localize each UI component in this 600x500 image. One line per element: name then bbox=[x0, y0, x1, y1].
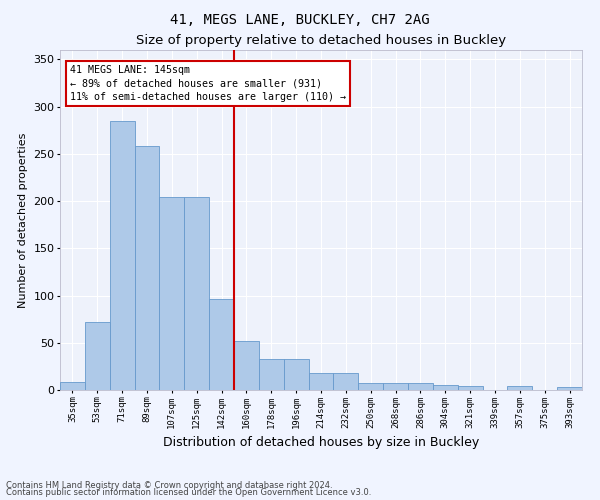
Bar bbox=[110, 121, 134, 390]
Bar bbox=[458, 386, 482, 390]
Bar bbox=[160, 198, 184, 390]
Bar bbox=[508, 386, 532, 390]
Bar bbox=[60, 382, 85, 390]
Bar bbox=[259, 359, 284, 390]
Bar bbox=[209, 300, 234, 390]
Text: Contains public sector information licensed under the Open Government Licence v3: Contains public sector information licen… bbox=[6, 488, 371, 497]
Bar bbox=[134, 146, 160, 390]
Bar bbox=[284, 359, 308, 390]
Bar bbox=[334, 373, 358, 390]
Text: 41 MEGS LANE: 145sqm
← 89% of detached houses are smaller (931)
11% of semi-deta: 41 MEGS LANE: 145sqm ← 89% of detached h… bbox=[70, 66, 346, 102]
Text: Contains HM Land Registry data © Crown copyright and database right 2024.: Contains HM Land Registry data © Crown c… bbox=[6, 480, 332, 490]
Bar bbox=[184, 198, 209, 390]
Bar bbox=[433, 386, 458, 390]
Title: Size of property relative to detached houses in Buckley: Size of property relative to detached ho… bbox=[136, 34, 506, 48]
Y-axis label: Number of detached properties: Number of detached properties bbox=[18, 132, 28, 308]
Bar bbox=[408, 384, 433, 390]
Bar bbox=[308, 373, 334, 390]
Bar bbox=[234, 341, 259, 390]
Text: 41, MEGS LANE, BUCKLEY, CH7 2AG: 41, MEGS LANE, BUCKLEY, CH7 2AG bbox=[170, 12, 430, 26]
Bar bbox=[85, 322, 110, 390]
Bar bbox=[383, 384, 408, 390]
X-axis label: Distribution of detached houses by size in Buckley: Distribution of detached houses by size … bbox=[163, 436, 479, 449]
Bar bbox=[557, 387, 582, 390]
Bar bbox=[358, 384, 383, 390]
